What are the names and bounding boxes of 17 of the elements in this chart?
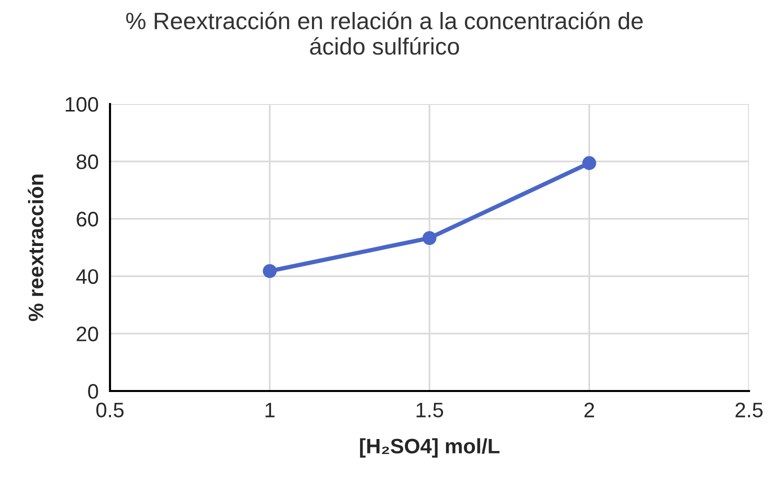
x-tick-label: 2.5 [736,402,763,418]
y-tick-label: 60 [76,212,98,227]
y-tick-label: 80 [76,154,98,170]
y-tick-label: 40 [76,269,98,284]
y-axis-title: % reextracción [28,174,44,322]
y-tick-label: 20 [76,326,98,342]
chart-title: % Reextracción en relación a la concentración de ácido sulfúrico [126,12,643,55]
y-tick-label: 0 [88,384,98,399]
x-tick-label: 1.5 [416,402,444,418]
x-axis-title: [H₂SO4] mol/L [360,438,500,458]
y-tick-label: 100 [66,97,98,112]
point [582,156,596,170]
x-tick-label: 1 [266,402,275,418]
x-tick-label: 0.5 [96,402,124,418]
point [262,264,277,278]
point [422,231,436,245]
x-tick-label: 2 [584,402,594,418]
